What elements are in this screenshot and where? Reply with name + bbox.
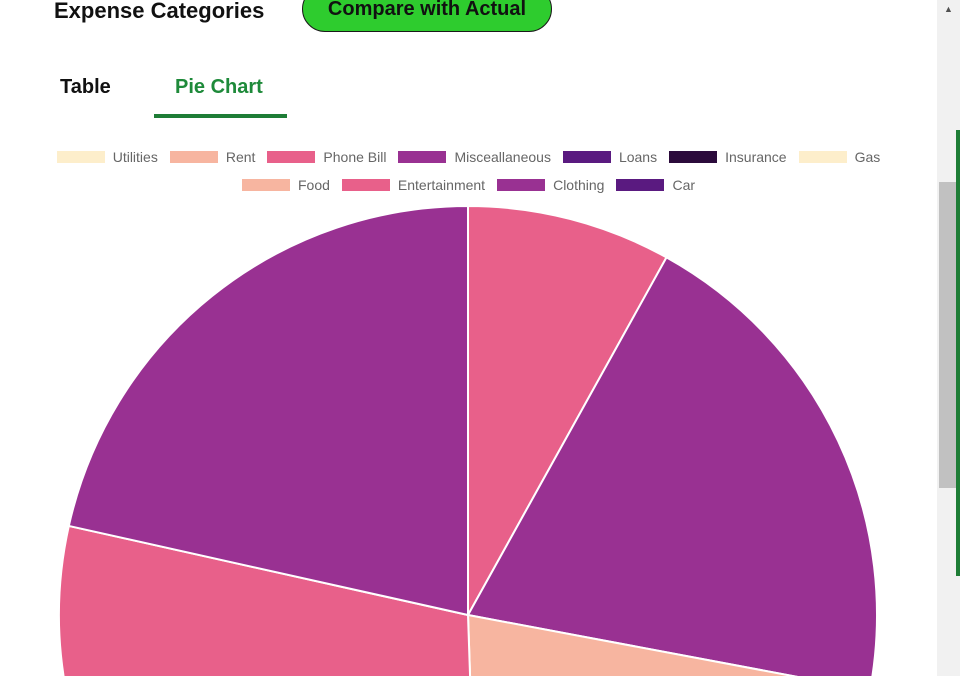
- legend-swatch: [616, 179, 665, 191]
- legend-label: Loans: [618, 149, 658, 165]
- pie-slice-clothing[interactable]: [67, 204, 469, 617]
- chart-legend-row-2: Food Entertainment Clothing Car: [0, 177, 937, 193]
- legend-item-food[interactable]: Food: [241, 177, 330, 193]
- pie-slice-food[interactable]: [466, 613, 870, 676]
- legend-swatch: [669, 151, 718, 163]
- legend-item-car[interactable]: Car: [616, 177, 695, 193]
- legend-item-clothing[interactable]: Clothing: [497, 177, 604, 193]
- legend-label: Gas: [854, 149, 881, 165]
- legend-label: Entertainment: [397, 177, 486, 193]
- scroll-thumb[interactable]: [939, 182, 956, 488]
- legend-label: Utilities: [112, 149, 158, 165]
- legend-item-insurance[interactable]: Insurance: [669, 149, 787, 165]
- legend-item-gas[interactable]: Gas: [798, 149, 881, 165]
- tab-table[interactable]: Table: [60, 76, 111, 98]
- legend-item-misceallaneous[interactable]: Misceallaneous: [398, 149, 551, 165]
- compare-with-actual-button[interactable]: Compare with Actual: [302, 0, 552, 32]
- pie-slice-misceallaneous[interactable]: [466, 256, 878, 676]
- legend-item-rent[interactable]: Rent: [169, 149, 256, 165]
- chart-legend: Utilities Rent Phone Bill Misceallaneous Loa…: [0, 149, 937, 165]
- legend-label: Phone Bill: [323, 149, 387, 165]
- active-tab-indicator: [154, 114, 287, 118]
- pie-chart: [58, 204, 878, 676]
- legend-label: Rent: [225, 149, 256, 165]
- legend-item-phone-bill[interactable]: Phone Bill: [267, 149, 386, 165]
- page-title: Expense Categories: [54, 0, 265, 23]
- legend-swatch: [169, 151, 218, 163]
- legend-label: Car: [672, 177, 696, 193]
- accent-edge: [956, 130, 960, 576]
- legend-label: Food: [297, 177, 330, 193]
- legend-swatch: [398, 151, 447, 163]
- legend-item-loans[interactable]: Loans: [562, 149, 658, 165]
- scroll-up-icon[interactable]: ▲: [944, 3, 953, 14]
- legend-label: Insurance: [725, 149, 787, 165]
- legend-swatch: [241, 179, 290, 191]
- legend-swatch: [497, 179, 546, 191]
- legend-swatch: [56, 151, 105, 163]
- legend-swatch: [341, 179, 390, 191]
- pie-slice-entertainment[interactable]: [58, 524, 482, 676]
- legend-item-entertainment[interactable]: Entertainment: [341, 177, 486, 193]
- legend-swatch: [562, 151, 611, 163]
- pie-slice-phone-bill[interactable]: [467, 204, 668, 619]
- legend-label: Clothing: [553, 177, 605, 193]
- legend-swatch: [798, 151, 847, 163]
- tab-pie-chart[interactable]: Pie Chart: [175, 76, 263, 98]
- legend-item-utilities[interactable]: Utilities: [56, 149, 158, 165]
- legend-swatch: [267, 151, 316, 163]
- vertical-scrollbar[interactable]: ▲: [937, 0, 960, 676]
- legend-label: Misceallaneous: [454, 149, 551, 165]
- expense-panel: Expense Categories Compare with Actual T…: [0, 0, 937, 676]
